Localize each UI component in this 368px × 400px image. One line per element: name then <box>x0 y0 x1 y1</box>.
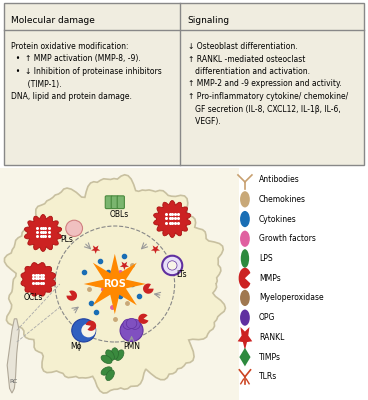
Polygon shape <box>7 319 19 393</box>
Circle shape <box>240 290 250 306</box>
Wedge shape <box>143 284 153 294</box>
Circle shape <box>81 324 96 337</box>
Polygon shape <box>91 246 100 254</box>
Text: TIMPs: TIMPs <box>259 352 281 362</box>
Text: RANKL: RANKL <box>259 333 284 342</box>
Polygon shape <box>239 348 251 366</box>
Text: MMPs: MMPs <box>259 274 281 283</box>
Text: ↓ Osteoblast differentiation.
↑ RANKL -mediated osteoclast
   differentiation an: ↓ Osteoblast differentiation. ↑ RANKL -m… <box>188 42 348 126</box>
Polygon shape <box>4 175 226 393</box>
Wedge shape <box>138 314 148 324</box>
Circle shape <box>240 211 250 227</box>
Circle shape <box>66 220 82 236</box>
Polygon shape <box>84 254 146 314</box>
Text: Signaling: Signaling <box>188 16 230 25</box>
Circle shape <box>126 318 137 328</box>
Ellipse shape <box>115 350 124 360</box>
Ellipse shape <box>111 348 118 359</box>
Wedge shape <box>238 268 250 289</box>
Circle shape <box>167 261 177 270</box>
Circle shape <box>120 319 143 342</box>
Circle shape <box>130 319 140 329</box>
Circle shape <box>240 310 250 326</box>
Text: Mϕ: Mϕ <box>71 342 82 351</box>
Polygon shape <box>120 262 129 270</box>
Text: OBLs: OBLs <box>110 210 129 219</box>
Text: TLRs: TLRs <box>259 372 277 381</box>
Ellipse shape <box>106 370 114 380</box>
Polygon shape <box>151 246 160 254</box>
FancyBboxPatch shape <box>117 196 124 209</box>
Circle shape <box>240 231 250 247</box>
Polygon shape <box>238 327 252 350</box>
FancyBboxPatch shape <box>105 196 113 209</box>
Text: ROS: ROS <box>103 279 126 289</box>
FancyBboxPatch shape <box>0 168 239 400</box>
Text: Protein oxidative modification:
  •  ↑ MMP activation (MMP-8, -9).
  •  ↓ Inhibi: Protein oxidative modification: • ↑ MMP … <box>11 42 162 101</box>
Wedge shape <box>86 321 96 331</box>
Ellipse shape <box>101 355 112 364</box>
Text: RC: RC <box>9 379 17 384</box>
Text: Antibodies: Antibodies <box>259 175 300 184</box>
Text: OCLs: OCLs <box>24 294 43 302</box>
Text: Myeloperoxidase: Myeloperoxidase <box>259 294 323 302</box>
Text: Growth factors: Growth factors <box>259 234 316 243</box>
Text: LTs: LTs <box>177 270 187 279</box>
Ellipse shape <box>101 367 112 375</box>
Circle shape <box>240 191 250 208</box>
FancyBboxPatch shape <box>111 196 118 209</box>
Circle shape <box>162 256 182 275</box>
Ellipse shape <box>241 249 249 268</box>
Text: Molecular damage: Molecular damage <box>11 16 95 25</box>
Text: PMN: PMN <box>123 342 140 351</box>
Text: LPS: LPS <box>259 254 273 263</box>
Circle shape <box>123 319 133 329</box>
Circle shape <box>72 319 96 342</box>
Polygon shape <box>21 262 56 296</box>
Text: Chemokines: Chemokines <box>259 195 306 204</box>
Polygon shape <box>153 200 191 238</box>
Text: OPG: OPG <box>259 313 275 322</box>
Polygon shape <box>24 214 61 252</box>
Wedge shape <box>67 290 77 301</box>
Text: Cytokines: Cytokines <box>259 214 297 224</box>
Text: PLs: PLs <box>61 236 73 244</box>
Ellipse shape <box>106 350 114 360</box>
FancyBboxPatch shape <box>4 3 364 165</box>
